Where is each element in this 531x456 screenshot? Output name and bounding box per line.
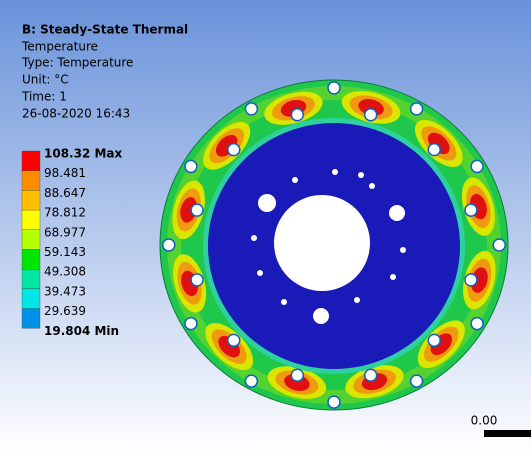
hole	[163, 239, 175, 251]
hole	[191, 204, 203, 216]
hole	[191, 274, 203, 286]
disc-model	[160, 80, 508, 410]
bolt-hole	[354, 297, 360, 303]
legend-swatch	[22, 309, 40, 329]
hole	[465, 204, 477, 216]
legend-label: 108.32 Max	[44, 147, 123, 161]
title: B: Steady-State Thermal	[22, 23, 188, 37]
bolt-hole	[257, 270, 263, 276]
bolt-hole	[389, 205, 405, 221]
legend-swatch	[22, 171, 40, 191]
hole	[428, 334, 440, 346]
hole	[245, 103, 257, 115]
hole	[185, 160, 197, 172]
hole	[228, 334, 240, 346]
bolt-hole	[400, 247, 406, 253]
header-line: Time: 1	[21, 90, 67, 104]
hole	[471, 318, 483, 330]
bolt-hole	[258, 194, 276, 212]
legend-label: 49.308	[44, 265, 86, 279]
legend-swatch	[22, 151, 40, 171]
legend-label: 68.977	[44, 225, 86, 239]
hole	[471, 160, 483, 172]
header-line: Type: Temperature	[21, 56, 133, 70]
bolt-hole	[358, 172, 364, 178]
legend-swatch	[22, 210, 40, 230]
bolt-hole	[390, 274, 396, 280]
hole	[185, 318, 197, 330]
legend-label: 78.812	[44, 206, 86, 220]
legend-swatch	[22, 289, 40, 309]
hole	[411, 103, 423, 115]
bolt-hole	[369, 183, 375, 189]
hole	[365, 109, 377, 121]
legend-swatch	[22, 190, 40, 210]
legend-swatch	[22, 230, 40, 250]
hole	[291, 369, 303, 381]
legend-swatch	[22, 250, 40, 270]
bolt-hole	[292, 177, 298, 183]
legend-label: 88.647	[44, 186, 86, 200]
bolt-hole	[332, 169, 338, 175]
hole	[428, 144, 440, 156]
header-line: Temperature	[21, 40, 98, 54]
legend-swatch	[22, 269, 40, 289]
header-line: Unit: °C	[22, 73, 69, 87]
viewport: B: Steady-State Thermal Temperature Type…	[0, 0, 531, 456]
hole	[365, 369, 377, 381]
header-line: 26-08-2020 16:43	[22, 107, 130, 121]
legend-label: 39.473	[44, 284, 86, 298]
center-hole	[274, 195, 370, 291]
scale-label: 0.00	[471, 414, 498, 428]
legend-label: 59.143	[44, 245, 86, 259]
bolt-hole	[281, 299, 287, 305]
bolt-hole	[313, 308, 329, 324]
hole	[245, 375, 257, 387]
hole	[328, 82, 340, 94]
hole	[411, 375, 423, 387]
scale-bar	[484, 430, 531, 437]
hole	[328, 396, 340, 408]
hole	[493, 239, 505, 251]
hole	[228, 144, 240, 156]
legend-label: 19.804 Min	[44, 324, 119, 338]
legend-label: 98.481	[44, 166, 86, 180]
bolt-hole	[251, 235, 257, 241]
hole	[465, 274, 477, 286]
legend-label: 29.639	[44, 304, 86, 318]
hole	[291, 109, 303, 121]
